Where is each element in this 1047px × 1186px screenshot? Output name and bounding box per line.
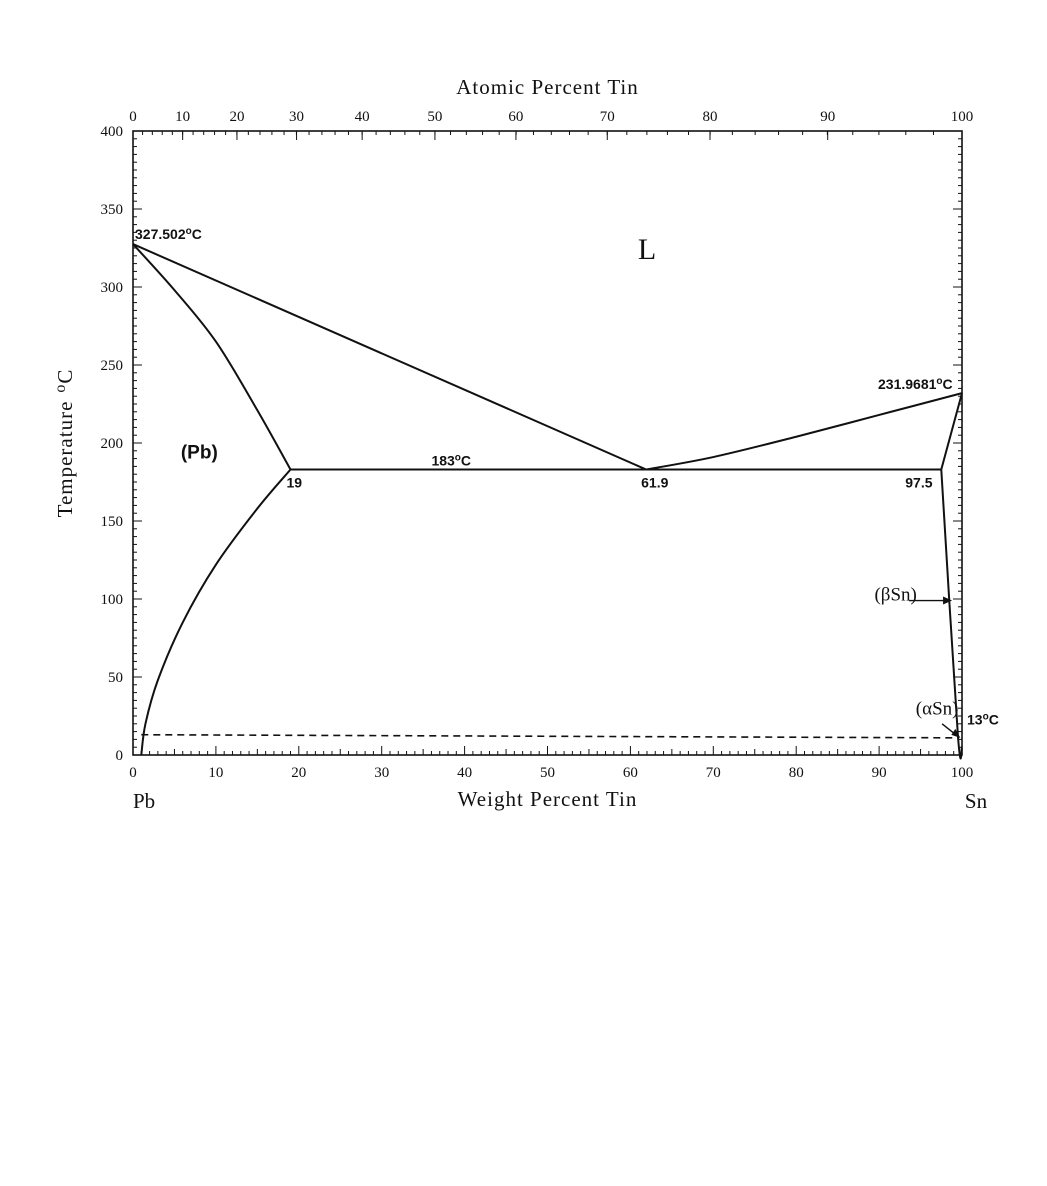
curve-solvus-sn: [940, 469, 963, 760]
annotation-degree: o: [983, 712, 989, 723]
x-top-tick-label: 90: [820, 109, 835, 125]
y-tick-label: 300: [101, 280, 124, 296]
annotation-value: 61.9: [641, 475, 668, 491]
curve-liquidus-sn: [645, 392, 963, 471]
endpoint-label-pb: Pb: [133, 789, 155, 813]
annotation-value: 97.5: [905, 475, 932, 491]
y-tick-label: 400: [101, 124, 124, 140]
curve-solvus-pb: [140, 468, 292, 756]
y-tick-label: 200: [101, 436, 124, 452]
annotation-value: 327.502: [135, 226, 186, 242]
endpoint-label-sn: Sn: [965, 789, 988, 813]
x-top-tick-label: 50: [427, 109, 442, 125]
beta-sn-arrow-head: [943, 596, 953, 605]
x-tick-label: 0: [129, 765, 137, 781]
annotation-degree: o: [936, 376, 942, 387]
curve-alpha-beta-transition: [141, 733, 958, 739]
x-top-tick-label: 100: [951, 109, 974, 125]
x-top-tick-label: 20: [229, 109, 244, 125]
x-tick-label: 60: [623, 765, 638, 781]
x-tick-label: 40: [457, 765, 472, 781]
annotation-label: 19: [287, 475, 303, 491]
phase-label: (αSn): [916, 698, 959, 719]
phase-label: L: [638, 233, 656, 266]
x-tick-label: 90: [872, 765, 887, 781]
axis-ticks: [132, 130, 963, 756]
annotation-label: 183oC: [431, 453, 471, 469]
y-tick-label: 150: [101, 514, 124, 530]
y-axis-title: Temperature oC: [52, 369, 77, 518]
annotation-value: 13: [967, 712, 983, 728]
x-tick-label: 70: [706, 765, 721, 781]
annotation-unit: C: [989, 712, 999, 728]
x-top-tick-label: 70: [600, 109, 615, 125]
y-tick-label: 50: [108, 670, 123, 686]
annotation-label: 13oC: [967, 712, 999, 728]
x-top-tick-label: 60: [508, 109, 523, 125]
annotation-label: 327.502oC: [135, 226, 202, 242]
x-top-tick-label: 40: [355, 109, 370, 125]
annotation-label: 231.9681oC: [878, 376, 953, 392]
y-tick-label: 350: [101, 202, 124, 218]
annotation-degree: o: [186, 226, 192, 237]
x-top-tick-label: 80: [702, 109, 717, 125]
annotation-value: 231.9681: [878, 376, 937, 392]
phase-label: (βSn): [874, 585, 916, 606]
annotation-unit: C: [461, 453, 471, 469]
x-top-tick-label: 0: [129, 109, 137, 125]
x-tick-label: 10: [208, 765, 223, 781]
annotation-unit: C: [943, 376, 953, 392]
alpha-sn-arrow-head: [951, 728, 961, 738]
x-tick-label: 50: [540, 765, 555, 781]
annotation-value: 183: [431, 453, 455, 469]
x2-axis-title: Atomic Percent Tin: [456, 75, 639, 99]
y-tick-label: 100: [101, 592, 124, 608]
phase-label: (Pb): [181, 443, 218, 464]
x-axis-title: Weight Percent Tin: [458, 787, 638, 811]
y-tick-label: 250: [101, 358, 124, 374]
x-tick-label: 100: [951, 765, 974, 781]
y-axis-unit: C: [53, 369, 77, 384]
curve-liquidus-pb: [132, 243, 647, 471]
chart-labels: 0 10 20 30 40 50 60 70 80 90 100050100150200250300…: [52, 75, 999, 813]
annotation-degree: o: [455, 453, 461, 464]
annotation-label: 61.9: [641, 475, 668, 491]
x-tick-label: 20: [291, 765, 306, 781]
x-tick-label: 80: [789, 765, 804, 781]
annotation-value: 19: [287, 475, 303, 491]
curve-solidus-pb: [132, 243, 292, 471]
y-tick-label: 0: [116, 748, 124, 764]
y-axis-title-text: Temperature: [53, 401, 77, 518]
x-tick-label: 30: [374, 765, 389, 781]
x-top-tick-label: 30: [289, 109, 304, 125]
x-top-tick-label: 10: [175, 109, 190, 125]
annotation-label: 97.5: [905, 475, 932, 491]
y-axis-degree-symbol: o: [52, 384, 69, 393]
annotation-unit: C: [192, 226, 202, 242]
curve-solidus-sn: [940, 392, 963, 470]
phase-boundaries: [132, 243, 963, 760]
